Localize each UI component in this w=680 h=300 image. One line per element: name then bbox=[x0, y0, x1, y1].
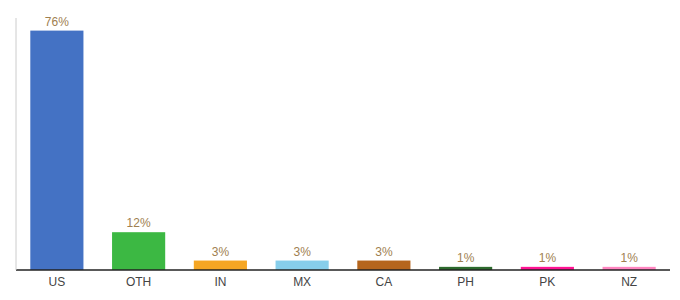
data-label: 1% bbox=[457, 251, 475, 265]
data-label: 3% bbox=[375, 245, 393, 259]
data-label: 1% bbox=[620, 251, 638, 265]
x-tick-label: OTH bbox=[126, 275, 151, 289]
data-label: 1% bbox=[539, 251, 557, 265]
x-tick-label: IN bbox=[214, 275, 226, 289]
x-tick-label: PK bbox=[539, 275, 555, 289]
x-axis-line bbox=[16, 269, 670, 271]
x-tick-label: MX bbox=[293, 275, 311, 289]
x-tick-label: US bbox=[49, 275, 66, 289]
y-axis-line bbox=[16, 18, 17, 270]
chart: US OTH IN MX CA PH PK NZ 76% 12% 3% 3% 3% 1% 1% 1% bbox=[0, 0, 680, 300]
x-tick-label: PH bbox=[457, 275, 474, 289]
data-label: 3% bbox=[293, 245, 311, 259]
x-tick-label: CA bbox=[376, 275, 393, 289]
data-label: 3% bbox=[212, 245, 230, 259]
bar bbox=[276, 261, 329, 270]
bar bbox=[30, 31, 83, 270]
bars bbox=[30, 31, 655, 270]
x-tick-label: NZ bbox=[621, 275, 637, 289]
chart-container: US OTH IN MX CA PH PK NZ 76% 12% 3% 3% 3% 1% 1% 1% bbox=[0, 0, 680, 300]
bar bbox=[194, 261, 247, 270]
bar bbox=[112, 232, 165, 270]
data-label: 76% bbox=[45, 15, 69, 29]
data-label: 12% bbox=[127, 216, 151, 230]
bar bbox=[357, 261, 410, 270]
